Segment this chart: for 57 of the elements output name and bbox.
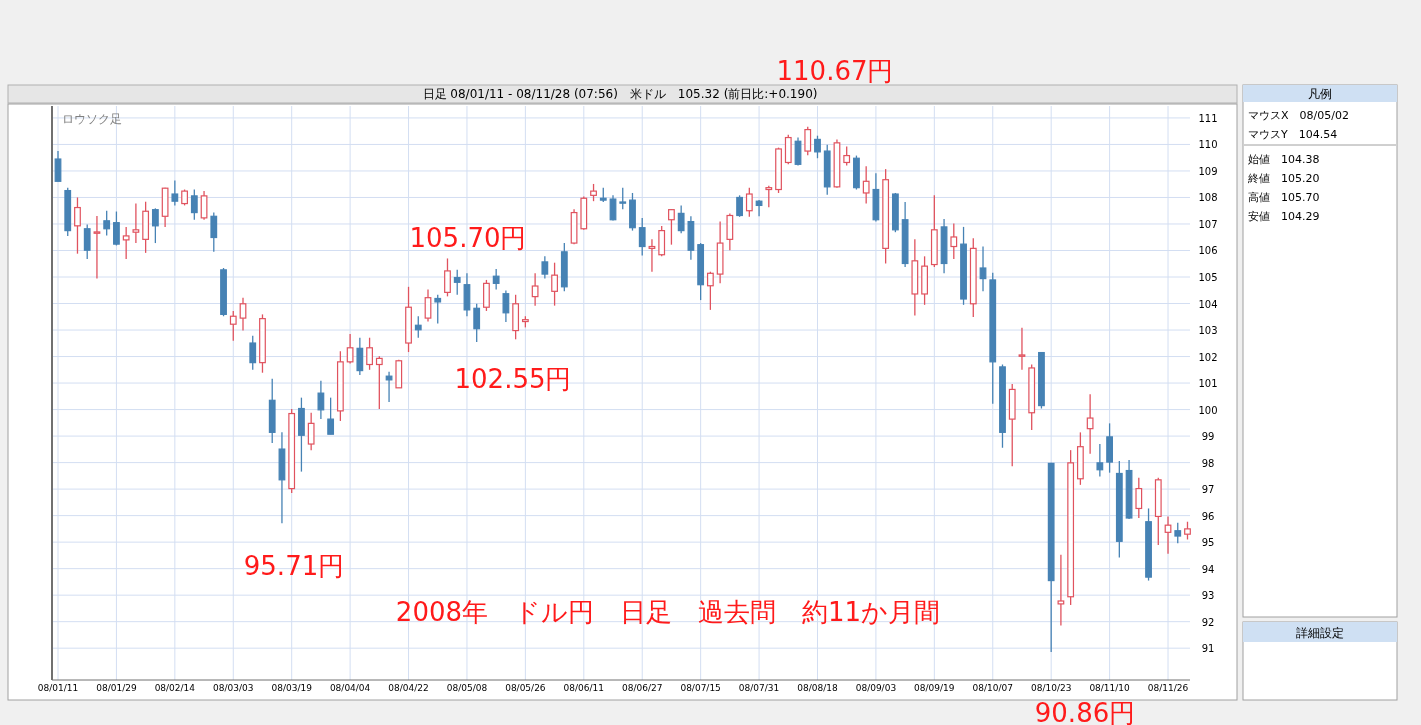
x-tick-label: 08/07/31: [738, 683, 780, 693]
y-tick-label: 104: [1198, 298, 1218, 310]
text: 凡例: [1308, 87, 1332, 101]
x-tick-label: 08/09/19: [914, 683, 955, 693]
x-tick-label: 08/11/26: [1147, 683, 1189, 693]
x-tick-label: 08/05/26: [505, 683, 546, 693]
y-tick-label: 96: [1201, 510, 1215, 522]
x-tick-label: 08/05/08: [446, 683, 488, 693]
x-tick-label: 08/10/07: [972, 683, 1013, 693]
annotation: 105.70円: [409, 223, 527, 253]
text: ロウソク足: [62, 112, 122, 126]
x-tick-label: 08/09/03: [855, 683, 897, 693]
y-tick-label: 93: [1201, 590, 1215, 602]
x-tick-label: 08/01/29: [96, 683, 137, 693]
x-tick-label: 08/04/04: [329, 683, 371, 693]
x-tick-label: 08/08/18: [797, 683, 838, 693]
x-tick-label: 08/11/10: [1089, 683, 1131, 693]
text: 安値 104.29: [1248, 210, 1320, 223]
y-tick-label: 100: [1198, 404, 1218, 416]
text: マウスX 08/05/02: [1248, 109, 1349, 122]
x-tick-label: 08/04/22: [388, 683, 429, 693]
y-tick-label: 99: [1201, 431, 1215, 443]
text: 終値 105.20: [1247, 172, 1320, 185]
text: 詳細設定: [1296, 626, 1344, 640]
annotation: 2008年 ドル円 日足 過去問 約11か月間: [395, 597, 941, 627]
text: 始値 104.38: [1248, 153, 1320, 166]
y-tick-label: 97: [1201, 484, 1215, 496]
y-tick-label: 107: [1198, 218, 1218, 230]
text: 110.67円: [776, 56, 894, 86]
y-tick-label: 91: [1201, 643, 1215, 655]
y-tick-label: 92: [1201, 616, 1215, 628]
y-tick-label: 94: [1201, 563, 1215, 575]
y-tick-label: 108: [1198, 192, 1218, 204]
x-tick-label: 08/06/27: [622, 683, 663, 693]
annotation: 102.55円: [454, 364, 572, 394]
text: 高値 105.70: [1248, 191, 1320, 204]
y-tick-label: 98: [1201, 457, 1215, 469]
y-tick-label: 103: [1198, 325, 1218, 337]
y-tick-label: 102: [1198, 351, 1218, 363]
y-tick-label: 111: [1198, 112, 1218, 124]
y-tick-label: 105: [1198, 272, 1218, 284]
y-tick-label: 110: [1198, 139, 1218, 151]
chart-title: 日足 08/01/11 - 08/11/28 (07:56) 米ドル 105.32 (前日比:+0.190): [422, 87, 818, 101]
x-tick-label: 08/03/03: [213, 683, 254, 693]
x-tick-label: 08/01/11: [37, 683, 79, 693]
text: 90.86円: [1034, 698, 1136, 725]
x-tick-label: 08/06/11: [563, 683, 605, 693]
annotation: 95.71円: [243, 551, 345, 581]
y-tick-label: 95: [1201, 537, 1215, 549]
x-tick-label: 08/03/19: [271, 683, 313, 693]
x-tick-label: 08/02/14: [154, 683, 196, 693]
x-tick-label: 08/10/23: [1030, 683, 1072, 693]
text: マウスY 104.54: [1248, 128, 1338, 141]
y-tick-label: 106: [1198, 245, 1218, 257]
y-tick-label: 109: [1198, 165, 1218, 177]
x-tick-label: 08/07/15: [680, 683, 721, 693]
y-tick-label: 101: [1198, 378, 1218, 390]
